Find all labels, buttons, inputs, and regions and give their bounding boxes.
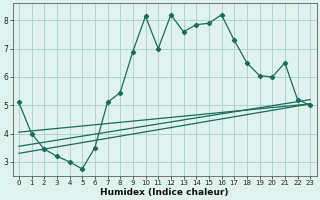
X-axis label: Humidex (Indice chaleur): Humidex (Indice chaleur) [100,188,229,197]
